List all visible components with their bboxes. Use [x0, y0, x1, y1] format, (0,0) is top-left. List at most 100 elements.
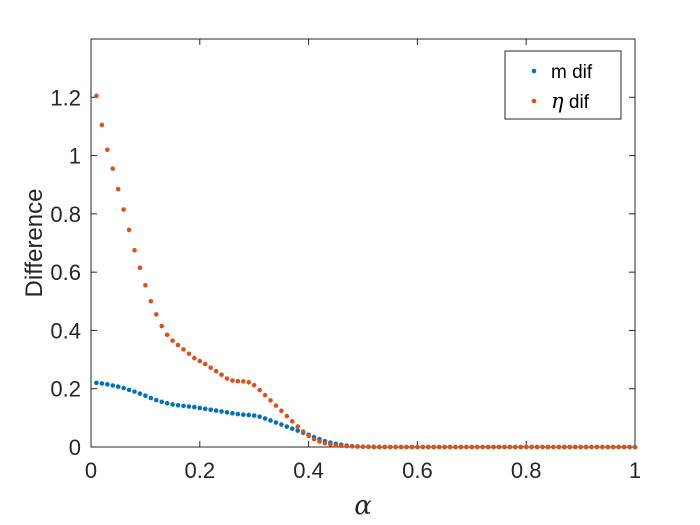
eta-dif-point	[219, 372, 224, 378]
eta-dif-point	[425, 444, 431, 450]
eta-dif-point	[534, 444, 540, 450]
eta-dif-point	[284, 413, 290, 419]
eta-dif-point	[295, 424, 301, 429]
m-dif-point	[99, 381, 105, 386]
eta-dif-point	[600, 444, 605, 450]
eta-dif-point	[496, 444, 502, 450]
eta-dif-point	[502, 444, 507, 450]
tick-labels: 0 0.2 0.4 0.6 0.8 1 0 0.2 0.4 0.6 0.8 1 1.2	[50, 85, 641, 483]
eta-dif-point	[523, 444, 529, 450]
m-dif-point	[115, 384, 121, 389]
m-dif-point	[295, 428, 301, 433]
m-dif-point	[164, 400, 170, 406]
m-dif-point	[192, 404, 197, 410]
eta-dif-point	[366, 444, 371, 450]
eta-dif-point	[94, 93, 99, 99]
y-tick-label: 1.2	[50, 85, 81, 110]
eta-dif-point	[251, 382, 257, 388]
x-axis-label: α	[354, 491, 372, 521]
eta-dif-point	[404, 444, 409, 450]
y-tick-label: 1	[69, 144, 81, 169]
y-axis-label: Difference	[21, 189, 48, 298]
m-dif-point	[126, 387, 132, 393]
eta-dif-point	[387, 444, 393, 450]
eta-dif-point	[328, 442, 333, 447]
x-tick-label: 0.4	[293, 458, 324, 483]
eta-dif-point	[355, 444, 360, 449]
eta-dif-point	[507, 444, 513, 450]
eta-dif-point	[224, 376, 230, 381]
eta-dif-point	[143, 282, 148, 288]
m-dif-point	[132, 389, 137, 394]
legend-marker-m	[531, 68, 537, 74]
eta-dif-point	[289, 419, 295, 424]
m-dif-point	[279, 422, 284, 427]
m-dif-point	[213, 408, 219, 413]
eta-dif-point	[480, 444, 485, 450]
eta-dif-point	[349, 444, 355, 449]
x-tick-label: 1	[629, 458, 641, 483]
y-tick-label: 0	[69, 435, 81, 460]
eta-dif-point	[273, 403, 279, 408]
eta-dif-point	[561, 444, 567, 450]
eta-dif-point	[442, 444, 447, 450]
m-dif-point	[148, 395, 154, 401]
legend: m dif η dif	[504, 50, 622, 120]
eta-dif-point	[474, 444, 480, 450]
legend-box	[504, 50, 622, 120]
m-dif-point	[289, 426, 295, 431]
eta-dif-point	[159, 323, 165, 329]
legend-entry-eta: η dif	[551, 89, 590, 113]
eta-dif-point	[279, 408, 284, 414]
eta-dif-point	[436, 444, 442, 450]
eta-dif-point	[164, 332, 170, 338]
data-points	[94, 93, 638, 450]
y-tick-label: 0.8	[50, 202, 81, 227]
m-dif-point	[273, 420, 279, 425]
eta-dif-point	[589, 444, 594, 450]
eta-dif-point	[540, 444, 545, 450]
y-tick-label: 0.4	[50, 318, 81, 343]
m-dif-point	[110, 383, 116, 388]
eta-dif-point	[241, 379, 246, 384]
y-tick-label: 0.6	[50, 260, 81, 285]
eta-dif-point	[572, 444, 578, 450]
eta-dif-point	[262, 392, 268, 398]
eta-dif-point	[121, 207, 126, 212]
m-dif-point	[121, 385, 126, 391]
eta-dif-point	[230, 378, 235, 383]
x-tick-label: 0	[85, 458, 97, 483]
eta-dif-point	[431, 444, 437, 450]
m-dif-point	[257, 414, 262, 419]
eta-dif-point	[610, 444, 616, 450]
eta-dif-point	[344, 443, 349, 449]
m-dif-point	[143, 393, 148, 399]
m-dif-point	[224, 410, 230, 415]
eta-dif-point	[105, 147, 110, 153]
eta-dif-point	[192, 355, 197, 361]
eta-dif-point	[311, 436, 317, 442]
x-tick-label: 0.2	[185, 458, 216, 483]
m-dif-point	[159, 399, 165, 405]
m-dif-point	[230, 410, 235, 416]
eta-dif-point	[420, 444, 426, 450]
eta-dif-point	[148, 298, 154, 304]
eta-dif-point	[132, 247, 137, 253]
eta-dif-point	[99, 122, 105, 128]
m-dif-point	[175, 403, 181, 408]
eta-dif-point	[317, 439, 322, 444]
m-dif-point	[262, 416, 268, 421]
eta-dif-point	[257, 387, 262, 393]
eta-dif-point	[208, 365, 213, 371]
eta-dif-point	[578, 444, 583, 450]
eta-dif-point	[322, 440, 328, 446]
eta-dif-point	[605, 444, 611, 450]
m-dif-point	[153, 397, 159, 403]
eta-dif-point	[485, 444, 491, 450]
eta-dif-point	[338, 443, 344, 449]
m-dif-point	[268, 418, 273, 423]
eta-dif-point	[453, 444, 458, 450]
eta-dif-point	[458, 444, 464, 450]
m-dif-point	[202, 406, 208, 412]
eta-dif-point	[371, 444, 377, 450]
